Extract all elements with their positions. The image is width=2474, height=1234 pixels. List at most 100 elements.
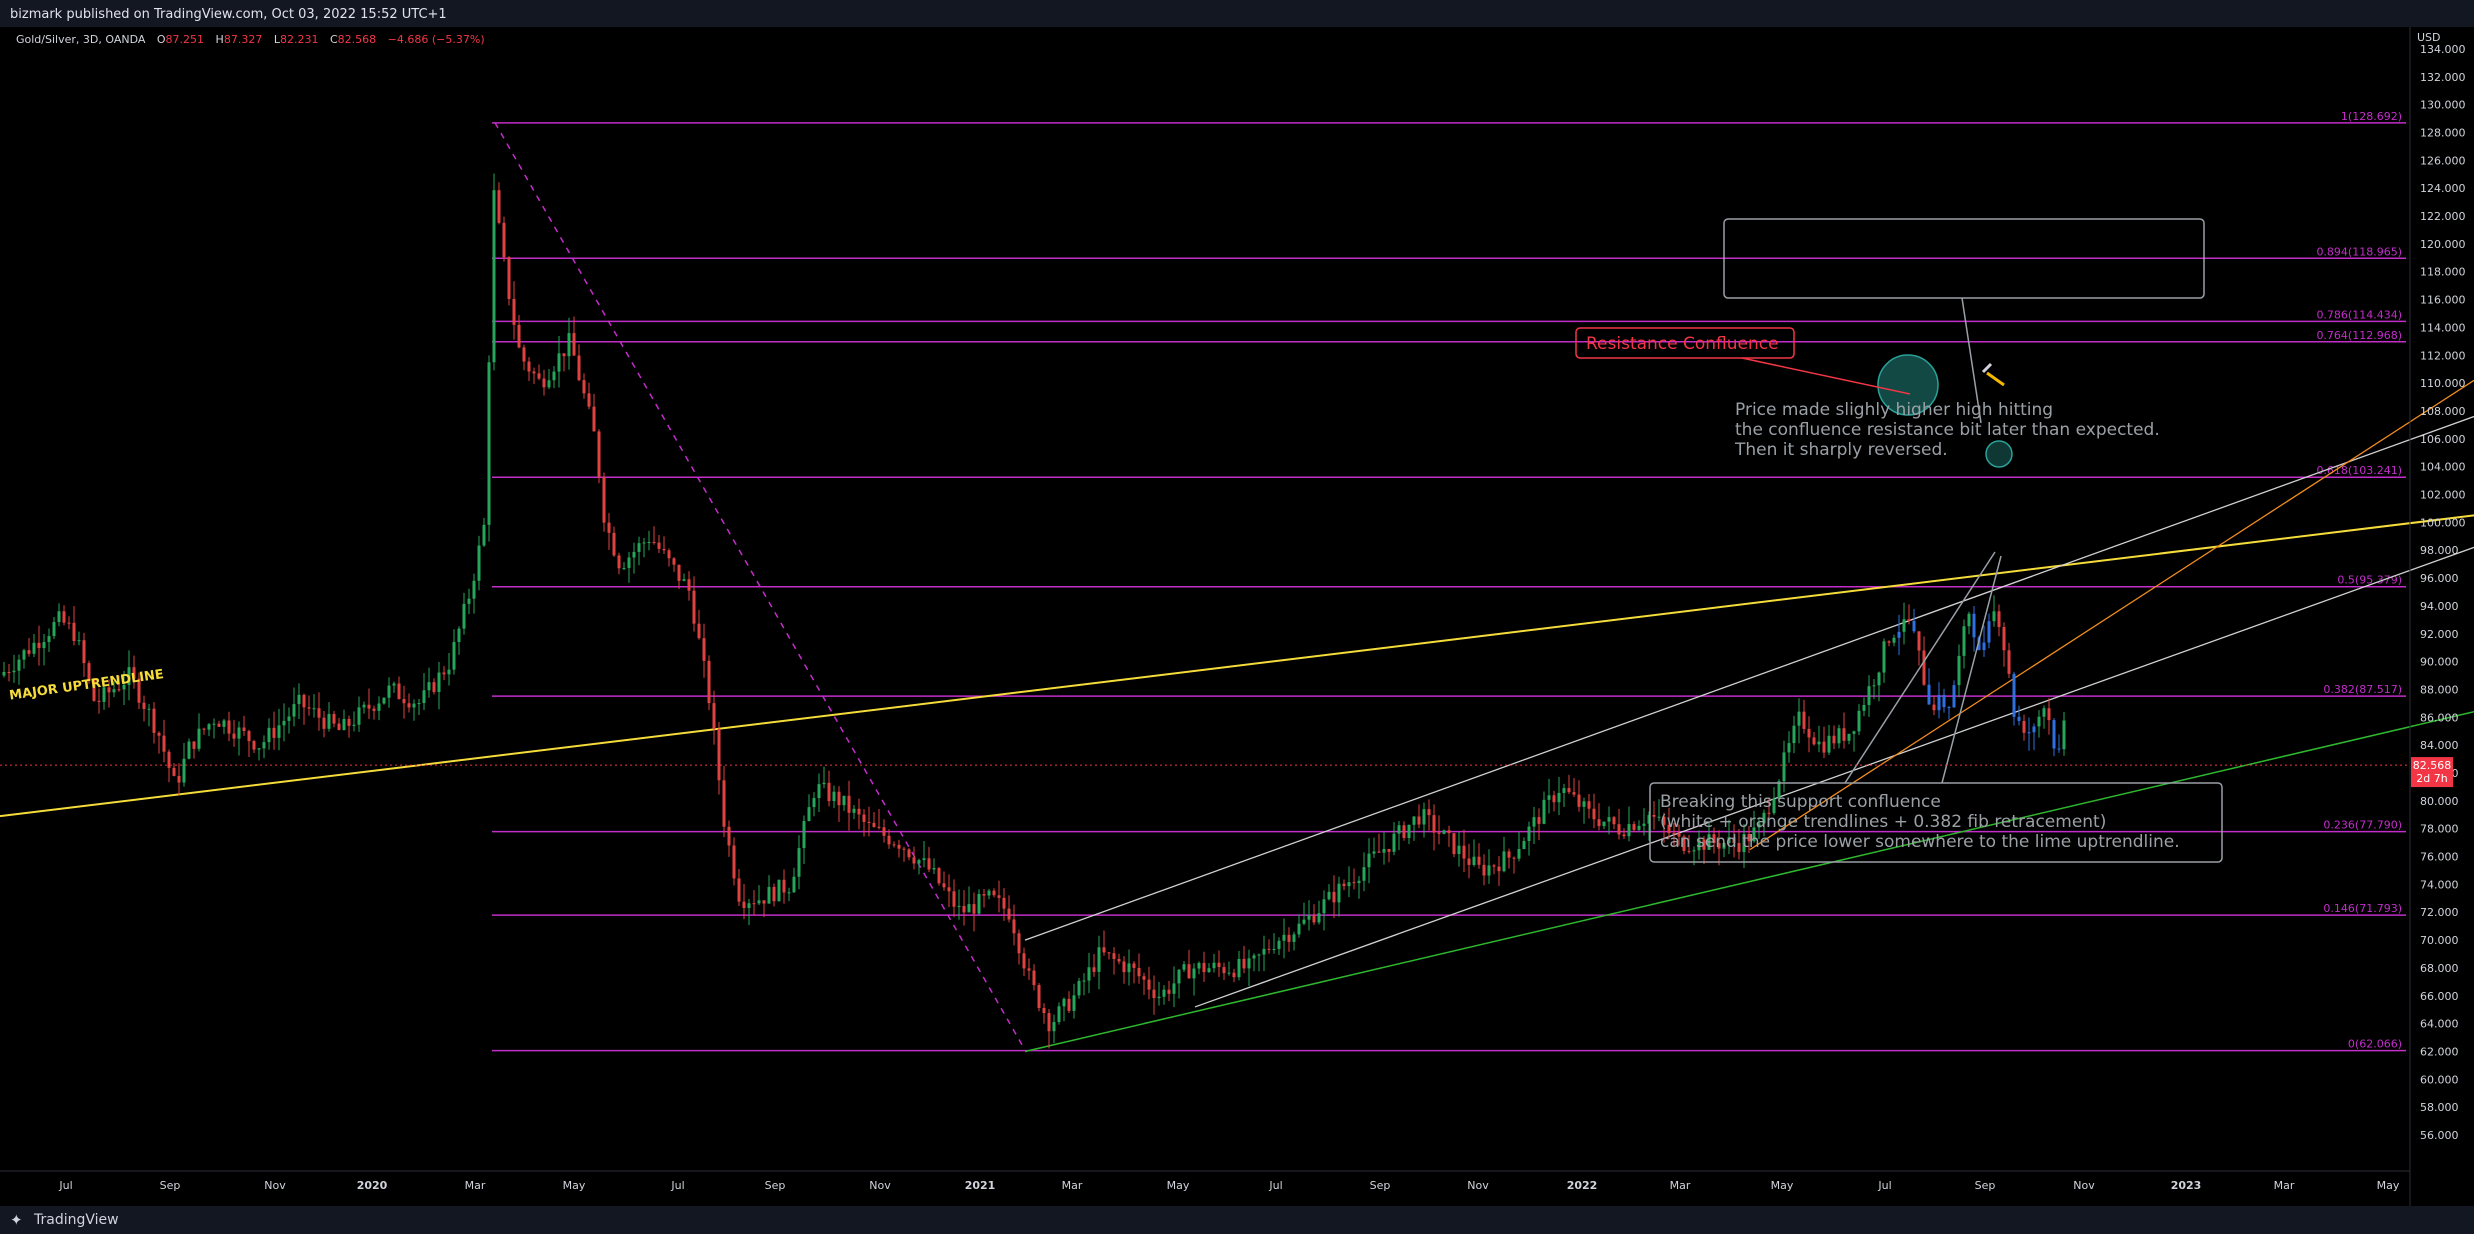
candle-body [757,900,761,904]
candle-body [662,548,666,551]
candle-body [1552,795,1556,803]
candle-body [622,567,626,569]
fib-level-label: 0.382(87.517) [2323,683,2402,696]
candle-body [217,723,221,727]
candle-body [1392,833,1396,852]
candle-body [997,895,1001,898]
y-tick-label: 118.000 [2420,266,2466,279]
legend-ohlc: Gold/Silver, 3D, OANDA O87.251 H87.327 L… [16,33,485,46]
candle-body [302,694,306,708]
y-tick-label: 76.000 [2420,851,2459,864]
candle-body [872,822,876,827]
candle-body [1647,814,1651,824]
higher-high-callout-box [1723,218,2205,299]
fib-levels: 1(128.692) 0.894(118.965) 0.786(114.434) 0.… [492,110,2406,1052]
candle-body [847,795,851,813]
candle-body [1712,834,1716,844]
y-tick-label: 94.000 [2420,600,2459,613]
candle-body [1422,809,1426,825]
candle-body [447,669,451,675]
candle-body [1907,619,1911,621]
candle-body [1892,637,1896,643]
white-channel-lower[interactable] [1194,546,2474,1008]
candle-body [92,679,96,701]
candle-body [1672,833,1676,835]
candle-body [932,868,936,870]
candle-body [47,636,51,643]
candle-body [372,708,376,711]
candle-body [1607,817,1611,822]
candle-body [227,720,231,734]
candle-body [62,611,66,623]
candle-body [32,642,36,654]
candle-body [52,622,56,637]
candle-body [802,821,806,849]
candle-body [1157,996,1161,999]
white-channel-upper[interactable] [1024,415,2474,941]
candle-body [1212,962,1216,969]
candle-body [1197,962,1201,969]
green-lime-uptrendline[interactable] [1024,711,2474,1053]
candle-body [147,708,151,710]
candle-body [1637,825,1641,830]
yellow-major-uptrendline[interactable] [0,514,2474,818]
candle-body [462,603,466,629]
candle-body [17,659,21,671]
orange-trendline[interactable] [1749,379,2474,851]
fib-level-label: 0.236(77.790) [2323,819,2402,832]
tradingview-logo-icon[interactable]: ✦ [10,1211,23,1229]
candle-body [1362,867,1366,881]
candle-body [1127,963,1131,973]
ohlc-h-label: H [216,33,224,46]
candle-body [612,532,616,556]
candle-body [247,731,251,742]
support-line-2: (white + orange trendlines + 0.382 fib r… [1660,812,2106,832]
resistance-callout-box [1575,327,1795,359]
candle-body [167,751,171,768]
candle-body [332,714,336,724]
candle-body [417,703,421,705]
candle-body [1337,883,1341,903]
candle-body [277,725,281,738]
candle-body [292,704,296,717]
candle-body [1432,815,1436,833]
candle-body [352,724,356,726]
candle-body [487,362,491,525]
ohlc-c: 82.568 [338,33,377,46]
candle-body [37,642,41,649]
candle-body [1252,955,1256,959]
candle-body [222,720,226,727]
candle-body [282,720,286,726]
candle-body [317,708,321,718]
candle-body [1767,812,1771,814]
candle-body [727,826,731,846]
candle-body [1007,908,1011,920]
y-tick-label: 120.000 [2420,238,2466,251]
y-tick-label: 106.000 [2420,433,2466,446]
candle-body [937,868,941,884]
x-tick-label: 2020 [357,1179,388,1192]
candle-body [887,835,891,845]
candle-body [1342,883,1346,887]
candle-body [532,371,536,374]
candle-body [1397,825,1401,834]
candle-body [1977,637,1981,651]
candle-body [547,380,551,388]
candle-body [1372,851,1376,854]
higher-high-line-2: the confluence resistance bit later than… [1735,420,2160,440]
candle-body [122,684,126,690]
candle-body [832,791,836,802]
y-tick-label: 98.000 [2420,544,2459,557]
footer-brand[interactable]: TradingView [34,1212,119,1228]
candle-body [882,827,886,836]
candle-body [1572,792,1576,795]
candle-body [1272,948,1276,950]
y-tick-label: 132.000 [2420,71,2466,84]
candle-body [1482,864,1486,876]
ohlc-c-label: C [330,33,338,46]
magenta-dashed-fib-line[interactable] [494,122,1026,1051]
candle-body [1632,824,1636,830]
y-tick-label: 66.000 [2420,990,2459,1003]
candle-body [987,890,991,896]
gold-silver-chart[interactable]: 1(128.692) 0.894(118.965) 0.786(114.434) 0.… [0,27,2474,1206]
